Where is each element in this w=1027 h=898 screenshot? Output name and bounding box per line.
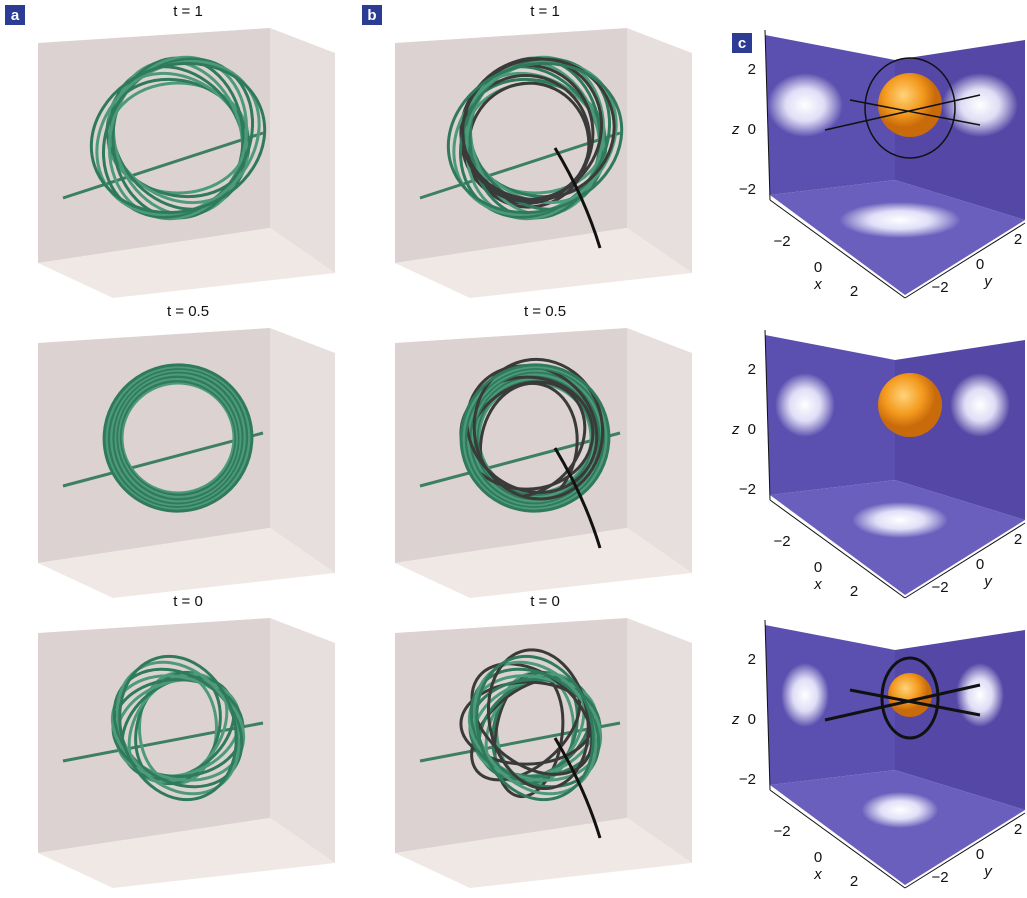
density-blob — [839, 202, 961, 238]
sphere — [878, 373, 942, 437]
time-label: t = 0.5 — [524, 303, 566, 320]
y-tick-label: −2 — [931, 579, 948, 596]
x-tick-label: 2 — [850, 873, 858, 890]
density-blob — [956, 663, 1004, 727]
x-axis-label: x — [813, 866, 822, 883]
time-label: t = 1 — [530, 3, 560, 20]
y-axis-label: y — [983, 273, 993, 290]
z-tick-label: −2 — [739, 481, 756, 498]
panel-label: c — [738, 35, 746, 52]
x-tick-label: 0 — [814, 259, 822, 276]
x-axis-label: x — [813, 276, 822, 293]
z-tick-label: −2 — [739, 181, 756, 198]
figure: at = 1t = 0.5t = 0bt = 1t = 0.5t = 0c20−… — [0, 0, 1027, 898]
x-tick-label: −2 — [773, 823, 790, 840]
x-tick-label: −2 — [773, 233, 790, 250]
y-axis-label: y — [983, 573, 993, 590]
time-label: t = 0 — [530, 593, 560, 610]
y-axis-label: y — [983, 863, 993, 880]
density-blob — [775, 373, 835, 437]
z-tick-label: 2 — [748, 651, 756, 668]
z-tick-label: 2 — [748, 61, 756, 78]
x-tick-label: 0 — [814, 559, 822, 576]
z-axis-label: z — [731, 711, 740, 728]
density-blob — [781, 663, 829, 727]
density-blob — [942, 73, 1018, 137]
y-tick-label: 2 — [1014, 821, 1022, 838]
density-blob — [767, 73, 843, 137]
z-tick-label: 0 — [748, 711, 756, 728]
y-tick-label: 2 — [1014, 531, 1022, 548]
z-tick-label: 2 — [748, 361, 756, 378]
time-label: t = 0.5 — [167, 303, 209, 320]
panel-label: b — [367, 7, 376, 24]
panel-label: a — [11, 7, 20, 24]
x-axis-label: x — [813, 576, 822, 593]
y-tick-label: 2 — [1014, 231, 1022, 248]
density-blob — [950, 373, 1010, 437]
z-tick-label: −2 — [739, 771, 756, 788]
density-blob — [862, 792, 939, 828]
y-tick-label: −2 — [931, 869, 948, 886]
z-axis-label: z — [731, 121, 740, 138]
y-tick-label: 0 — [976, 256, 984, 273]
time-label: t = 0 — [173, 593, 203, 610]
y-tick-label: 0 — [976, 846, 984, 863]
sphere — [888, 673, 932, 717]
time-label: t = 1 — [173, 3, 203, 20]
z-tick-label: 0 — [748, 421, 756, 438]
y-tick-label: 0 — [976, 556, 984, 573]
x-tick-label: 0 — [814, 849, 822, 866]
page: {"panels": [ {"label": "a", "frames": [{… — [0, 0, 1027, 898]
z-axis-label: z — [731, 421, 740, 438]
density-blob — [852, 502, 948, 538]
y-tick-label: −2 — [931, 279, 948, 296]
z-tick-label: 0 — [748, 121, 756, 138]
x-tick-label: 2 — [850, 283, 858, 300]
x-tick-label: −2 — [773, 533, 790, 550]
x-tick-label: 2 — [850, 583, 858, 600]
